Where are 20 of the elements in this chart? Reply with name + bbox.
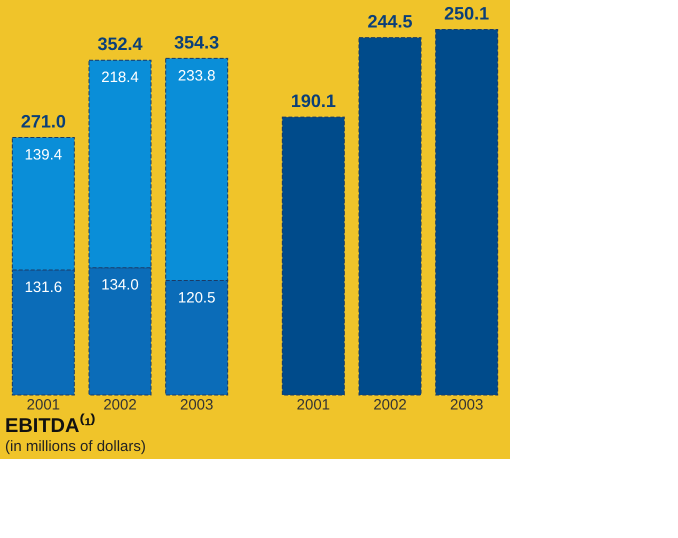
data-label: 244.5 (367, 12, 413, 32)
x-tick-label: 2001 (26, 396, 60, 414)
data-label: 120.5 (178, 290, 216, 307)
data-label: 139.4 (24, 146, 62, 164)
total-label: 271.0 (20, 112, 66, 132)
data-label: 131.6 (24, 278, 62, 296)
text: (in millions of dollars) (5, 438, 146, 455)
x-tick-label: 2003 (180, 396, 214, 414)
total-label: 354.3 (174, 32, 220, 52)
x-tick-label: 2002 (103, 396, 137, 414)
data-label: 190.1 (290, 91, 336, 112)
total-label: 352.4 (97, 34, 143, 54)
data-label: 250.1 (444, 3, 490, 24)
x-tick-label: 2002 (373, 396, 407, 414)
data-label: 134.0 (101, 276, 139, 294)
x-tick-label: 2001 (296, 396, 330, 414)
data-label: 218.4 (101, 69, 139, 86)
text: EBITDA⁽¹⁾ (5, 413, 96, 437)
data-label: 233.8 (178, 67, 216, 84)
x-tick-label: 2003 (450, 396, 484, 414)
